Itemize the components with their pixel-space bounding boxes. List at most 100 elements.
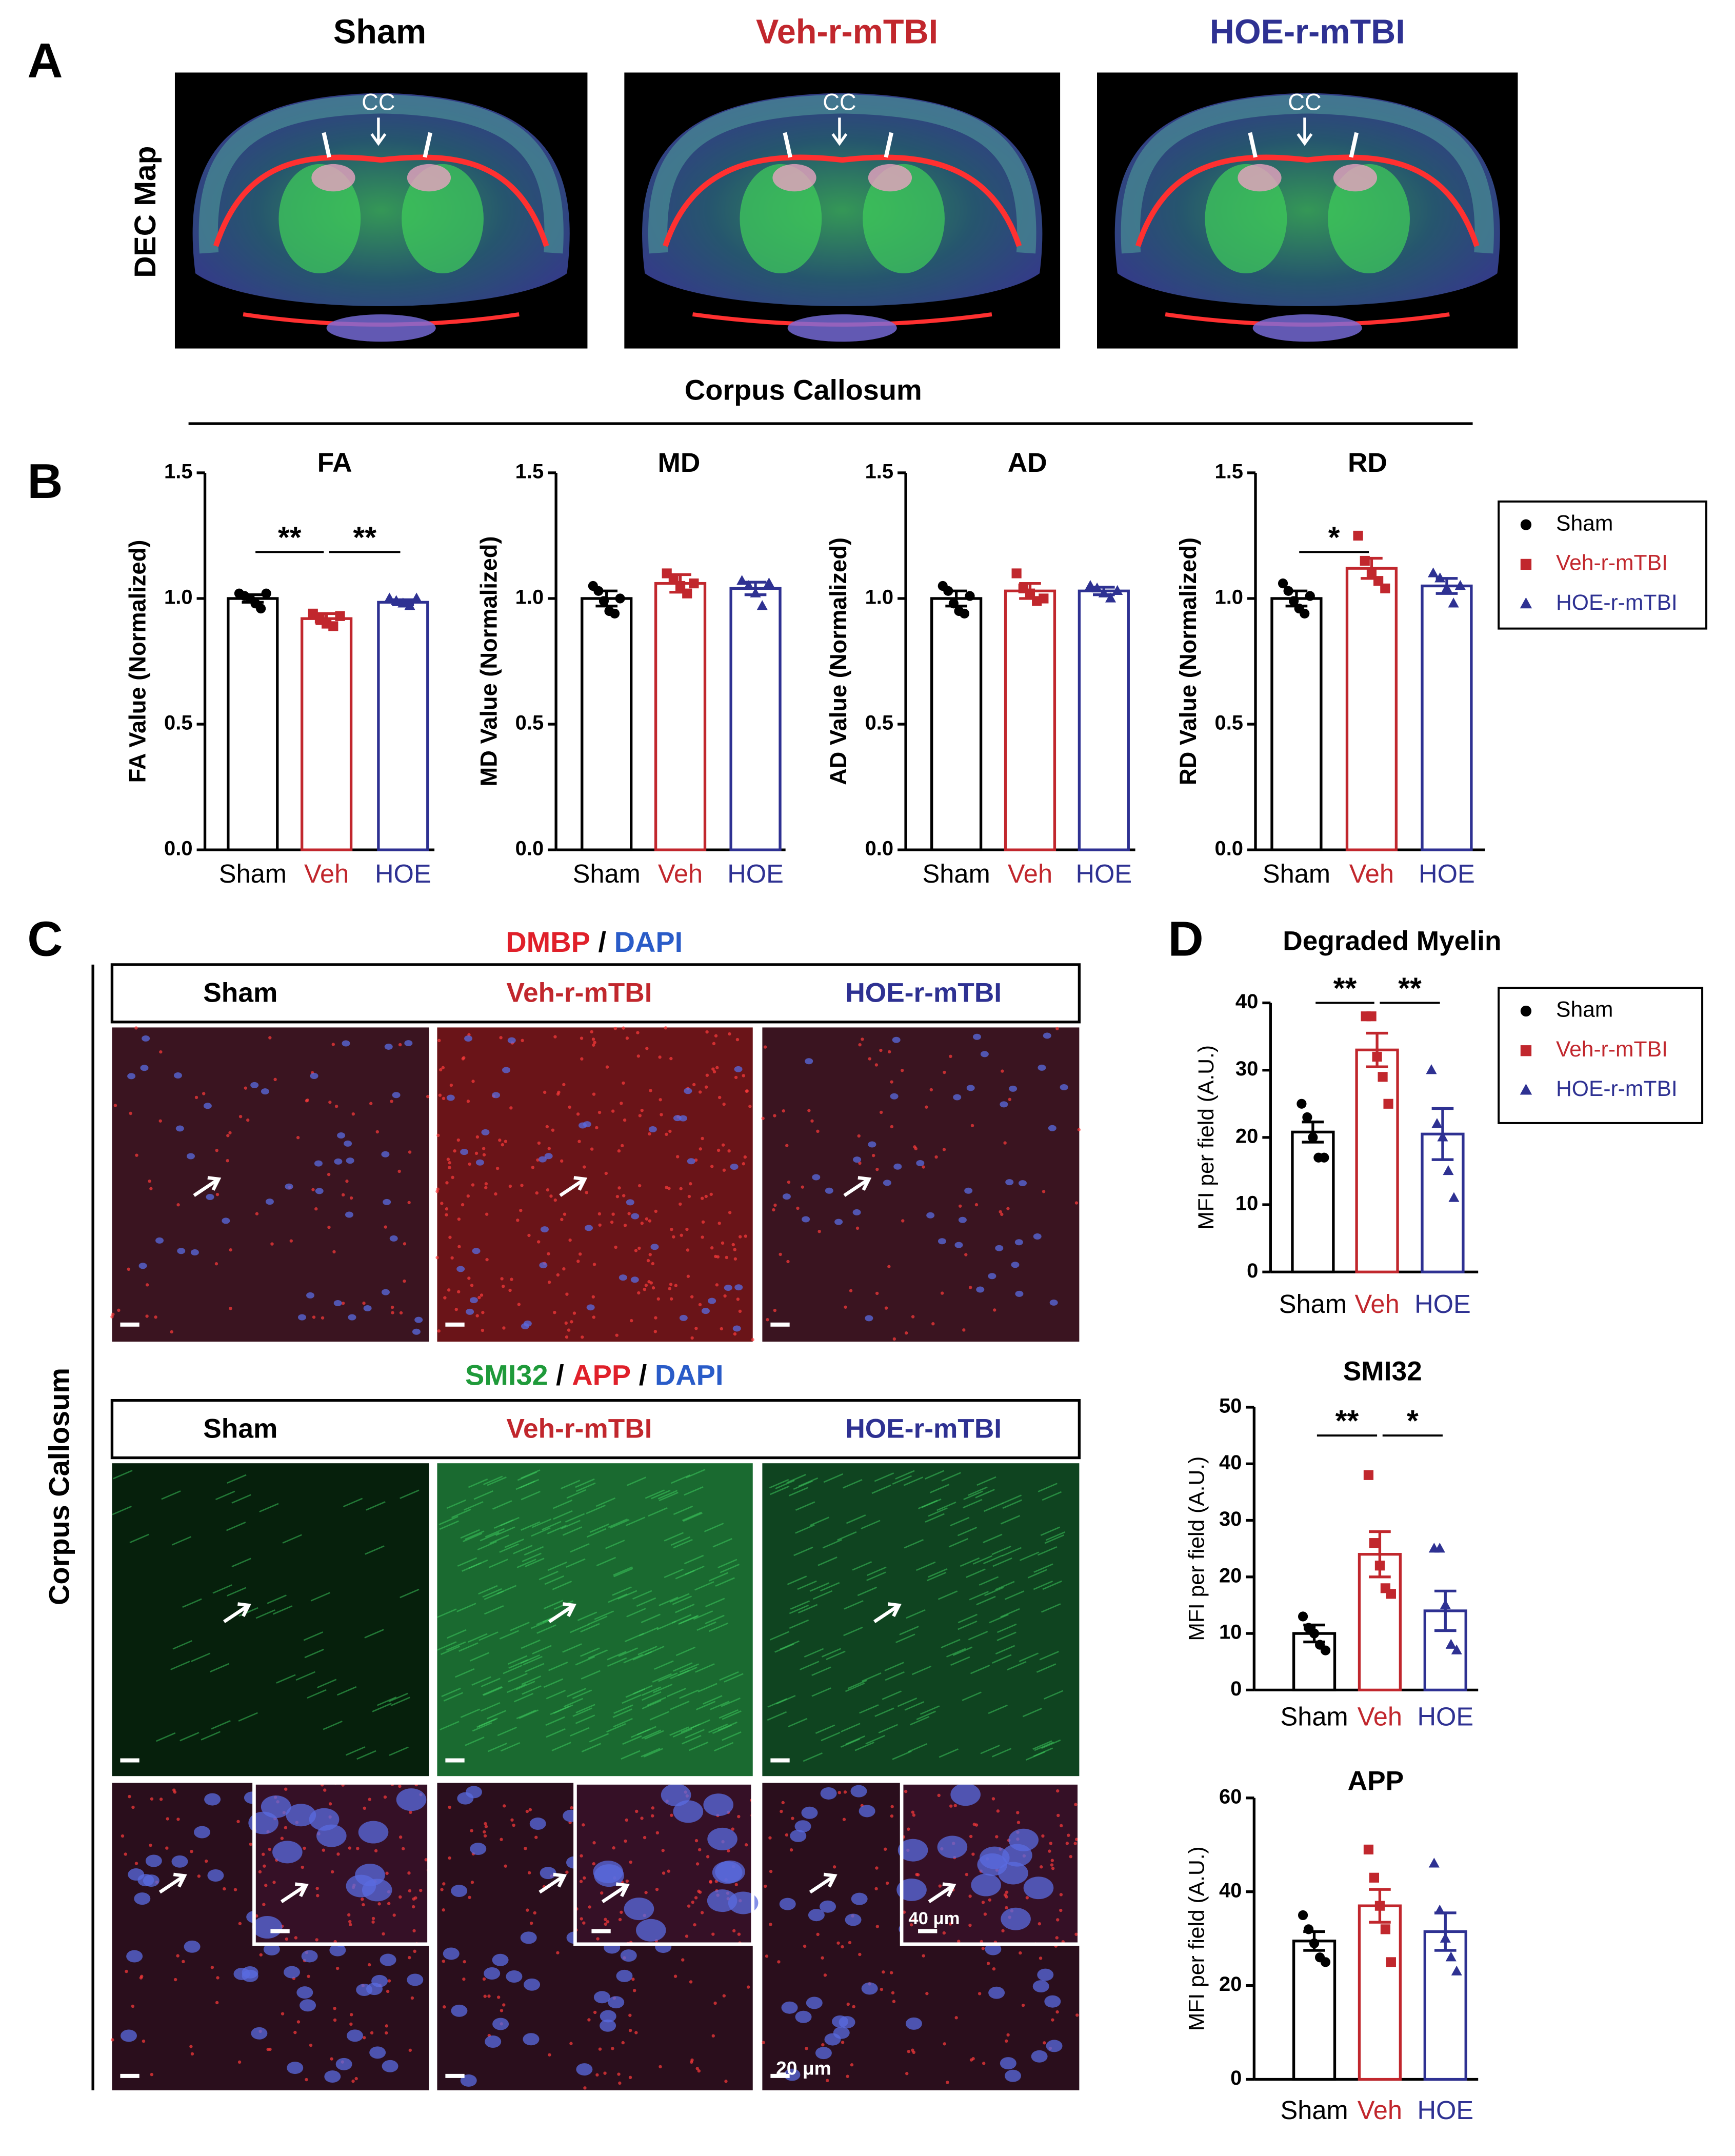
signal bbox=[246, 1118, 250, 1122]
signal bbox=[911, 1810, 915, 1814]
fiber bbox=[722, 1731, 742, 1741]
data-point bbox=[335, 611, 345, 621]
y-tick-label: 0.5 bbox=[515, 712, 544, 734]
nucleus bbox=[358, 1821, 389, 1844]
fiber bbox=[551, 1742, 571, 1751]
bar bbox=[581, 597, 633, 851]
fiber bbox=[670, 1701, 690, 1710]
nucleus bbox=[1000, 1101, 1008, 1108]
fiber bbox=[544, 1575, 564, 1585]
nucleus bbox=[134, 1892, 151, 1905]
signal bbox=[701, 1235, 704, 1239]
signal bbox=[940, 1291, 944, 1295]
fiber bbox=[684, 1486, 704, 1496]
signal bbox=[228, 1131, 232, 1135]
signal bbox=[345, 1180, 349, 1183]
scale-bar bbox=[120, 2073, 139, 2078]
signal bbox=[362, 1301, 366, 1305]
y-axis-label: RD Value (Normalized) bbox=[1175, 537, 1201, 785]
signal bbox=[499, 1036, 503, 1040]
nucleus bbox=[988, 1986, 1005, 1999]
micrograph-bg bbox=[762, 1027, 1080, 1342]
signal bbox=[384, 1225, 387, 1229]
signal bbox=[385, 2031, 388, 2035]
signal bbox=[134, 1026, 138, 1030]
row-label: DEC Map bbox=[129, 146, 162, 278]
fiber bbox=[675, 1646, 696, 1656]
nucleus bbox=[950, 1783, 981, 1806]
signal bbox=[485, 1257, 489, 1262]
fiber bbox=[682, 1735, 702, 1745]
signal bbox=[336, 1852, 340, 1856]
fiber bbox=[316, 1679, 337, 1688]
fiber bbox=[439, 1520, 459, 1530]
signal bbox=[875, 1925, 880, 1928]
data-point bbox=[1374, 1901, 1385, 1911]
fiber bbox=[721, 1698, 741, 1707]
fiber bbox=[464, 1501, 484, 1511]
signal bbox=[361, 1898, 364, 1901]
nucleus bbox=[1001, 1907, 1031, 1930]
fiber bbox=[365, 1545, 385, 1555]
fiber bbox=[911, 1665, 932, 1675]
signal bbox=[316, 1894, 320, 1898]
fiber bbox=[892, 1475, 912, 1485]
x-tick-label: Sham bbox=[1280, 2095, 1348, 2125]
fiber bbox=[679, 1663, 699, 1673]
signal bbox=[965, 1872, 969, 1876]
nucleus bbox=[781, 2001, 798, 2014]
fiber bbox=[786, 1474, 806, 1484]
signal bbox=[846, 2002, 850, 2006]
signal bbox=[354, 2077, 358, 2081]
signal bbox=[850, 2063, 854, 2067]
signal bbox=[1040, 1865, 1043, 1869]
fiber bbox=[804, 1648, 824, 1658]
signal bbox=[194, 1095, 198, 1100]
signal bbox=[202, 1092, 206, 1095]
signal bbox=[722, 1994, 726, 1998]
signal bbox=[293, 2030, 297, 2034]
signal bbox=[1075, 2013, 1079, 2017]
nucleus bbox=[734, 1066, 743, 1072]
nucleus bbox=[446, 1094, 455, 1101]
signal bbox=[887, 1050, 891, 1054]
data-point bbox=[675, 581, 686, 591]
x-tick-label: Veh bbox=[1358, 2095, 1402, 2125]
signal bbox=[617, 1186, 621, 1190]
fiber bbox=[227, 1474, 247, 1484]
stain-title-part: DAPI bbox=[614, 926, 683, 958]
signal bbox=[638, 1114, 642, 1117]
fiber bbox=[481, 1678, 501, 1687]
nucleus bbox=[263, 1943, 280, 1955]
signal bbox=[929, 1088, 933, 1092]
signal bbox=[890, 1805, 894, 1808]
fiber bbox=[694, 1581, 714, 1591]
nucleus bbox=[392, 1092, 401, 1099]
tract bbox=[407, 164, 451, 192]
nucleus bbox=[469, 1297, 478, 1304]
signal bbox=[172, 1788, 176, 1792]
signal bbox=[170, 1330, 173, 1334]
signal bbox=[942, 1931, 946, 1935]
signal bbox=[592, 1315, 595, 1319]
fiber bbox=[641, 1613, 661, 1623]
signal bbox=[983, 1912, 987, 1916]
fiber bbox=[623, 1653, 643, 1664]
arrow bbox=[158, 1872, 187, 1894]
fiber bbox=[458, 1642, 478, 1652]
signal bbox=[556, 1951, 560, 1954]
signal bbox=[560, 1217, 564, 1222]
data-point bbox=[682, 588, 692, 598]
signal bbox=[262, 1903, 266, 1906]
data-point bbox=[1386, 1589, 1396, 1599]
nucleus bbox=[203, 1103, 212, 1109]
signal bbox=[691, 1901, 694, 1904]
signal bbox=[113, 1104, 117, 1107]
header-label: Veh-r-mTBI bbox=[506, 978, 652, 1008]
signal bbox=[735, 1037, 740, 1042]
signal bbox=[332, 1250, 336, 1254]
fiber bbox=[790, 1600, 810, 1610]
signal bbox=[547, 1281, 551, 1284]
tract bbox=[868, 164, 912, 192]
